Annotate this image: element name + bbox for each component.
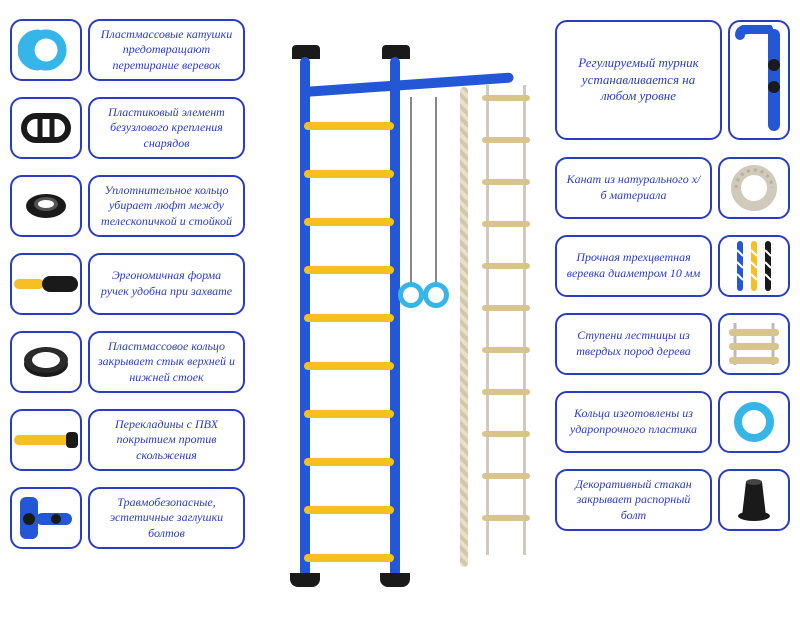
feature-text: Травмобезопасные, эстетичные заглушки бо… <box>88 487 245 550</box>
adjust-bar-icon <box>728 20 790 140</box>
feature-cotton-rope: Канат из натурального х/б материала <box>555 153 790 223</box>
feature-text: Уплотнительное кольцо убирает люфт между… <box>88 175 245 238</box>
feature-plastic-link: Пластиковый элемент безузлового креплени… <box>10 93 245 163</box>
feature-text: Канат из натурального х/б материала <box>555 157 712 219</box>
spool-icon <box>10 19 82 81</box>
feature-text: Пластмассовые катушки предотвращают пере… <box>88 19 245 82</box>
product-illustration <box>253 15 547 619</box>
feature-text: Декоративный стакан закрывает распорный … <box>555 469 712 532</box>
gym-ring-icon <box>398 282 424 308</box>
feature-deco-cup: Декоративный стакан закрывает распорный … <box>555 465 790 535</box>
gym-ring-rope <box>435 97 437 287</box>
feature-handle-grip: Эргономичная форма ручек удобна при захв… <box>10 249 245 319</box>
plastic-ring-icon <box>718 391 790 453</box>
feature-plastic-ring: Кольца изготовлены из ударопрочного плас… <box>555 387 790 457</box>
feature-spool: Пластмассовые катушки предотвращают пере… <box>10 15 245 85</box>
feature-text: Кольца изготовлены из ударопрочного плас… <box>555 391 712 453</box>
feature-text: Ступени лестницы из твердых пород дерева <box>555 313 712 375</box>
feature-text: Прочная трехцветная веревка диаметром 10… <box>555 235 712 297</box>
feature-text: Перекладины с ПВХ покрытием против сколь… <box>88 409 245 472</box>
feature-tri-rope: Прочная трехцветная веревка диаметром 10… <box>555 231 790 301</box>
feature-bolt-cap: Травмобезопасные, эстетичные заглушки бо… <box>10 483 245 553</box>
feature-text: Регулируемый турник устанавливается на л… <box>555 20 722 140</box>
cover-ring-icon <box>10 331 82 393</box>
floor-foot-icon <box>290 573 320 587</box>
wall-bars-product <box>260 27 540 607</box>
feature-pvc-bar: Перекладины с ПВХ покрытием против сколь… <box>10 405 245 475</box>
right-feature-column: Регулируемый турник устанавливается на л… <box>555 15 790 619</box>
feature-text: Пластмассовое кольцо закрывает стык верх… <box>88 331 245 394</box>
gym-ring-icon <box>423 282 449 308</box>
feature-seal-ring: Уплотнительное кольцо убирает люфт между… <box>10 171 245 241</box>
gym-ring-rope <box>410 97 412 287</box>
seal-ring-icon <box>10 175 82 237</box>
deco-cup-icon <box>718 469 790 531</box>
pvc-bar-icon <box>10 409 82 471</box>
handle-grip-icon <box>10 253 82 315</box>
tri-rope-icon <box>718 235 790 297</box>
climbing-rope <box>460 87 468 567</box>
rope-ladder <box>482 85 530 555</box>
feature-text: Эргономичная форма ручек удобна при захв… <box>88 253 245 315</box>
infographic-root: Пластмассовые катушки предотвращают пере… <box>0 0 800 634</box>
cotton-rope-icon <box>718 157 790 219</box>
bolt-cap-icon <box>10 487 82 549</box>
feature-adjust-bar: Регулируемый турник устанавливается на л… <box>555 15 790 145</box>
left-feature-column: Пластмассовые катушки предотвращают пере… <box>10 15 245 619</box>
plastic-link-icon <box>10 97 82 159</box>
feature-cover-ring: Пластмассовое кольцо закрывает стык верх… <box>10 327 245 397</box>
feature-wood-steps: Ступени лестницы из твердых пород дерева <box>555 309 790 379</box>
feature-text: Пластиковый элемент безузлового креплени… <box>88 97 245 160</box>
wood-steps-icon <box>718 313 790 375</box>
floor-foot-icon <box>380 573 410 587</box>
